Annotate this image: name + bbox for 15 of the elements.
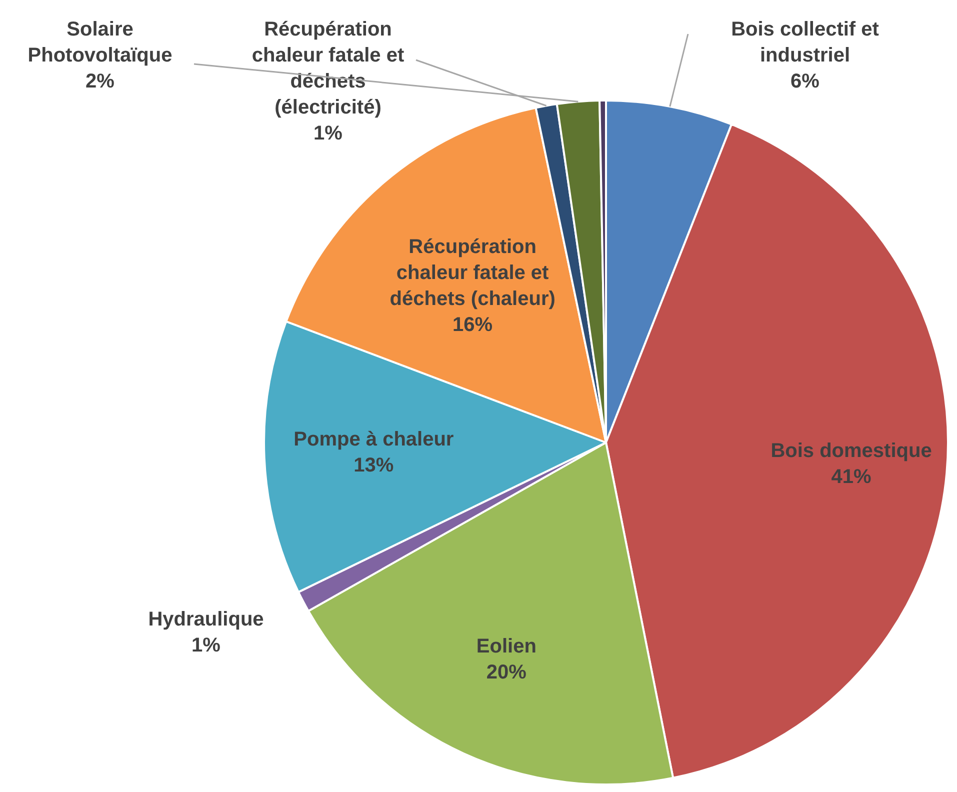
- data-label: 16%: [452, 314, 493, 336]
- data-label: 41%: [831, 466, 872, 488]
- slice-label: Solaire Photovoltaïque: [28, 18, 172, 67]
- slice-label: Hydraulique: [148, 608, 264, 631]
- data-label: 1%: [314, 122, 343, 145]
- slice-label: Eolien: [476, 636, 536, 658]
- data-label: 1%: [192, 634, 221, 657]
- slice-label: Récupération chaleur fatale et déchets (chaleur): [390, 236, 556, 310]
- slice-label: Bois domestique: [770, 440, 932, 462]
- data-label: 13%: [354, 454, 394, 477]
- data-label: 20%: [486, 662, 527, 684]
- slice-label: Bois collectif et industriel: [731, 18, 880, 67]
- data-label: 2%: [86, 70, 115, 93]
- slice-label: Pompe à chaleur: [294, 428, 454, 451]
- data-label: 6%: [790, 70, 820, 93]
